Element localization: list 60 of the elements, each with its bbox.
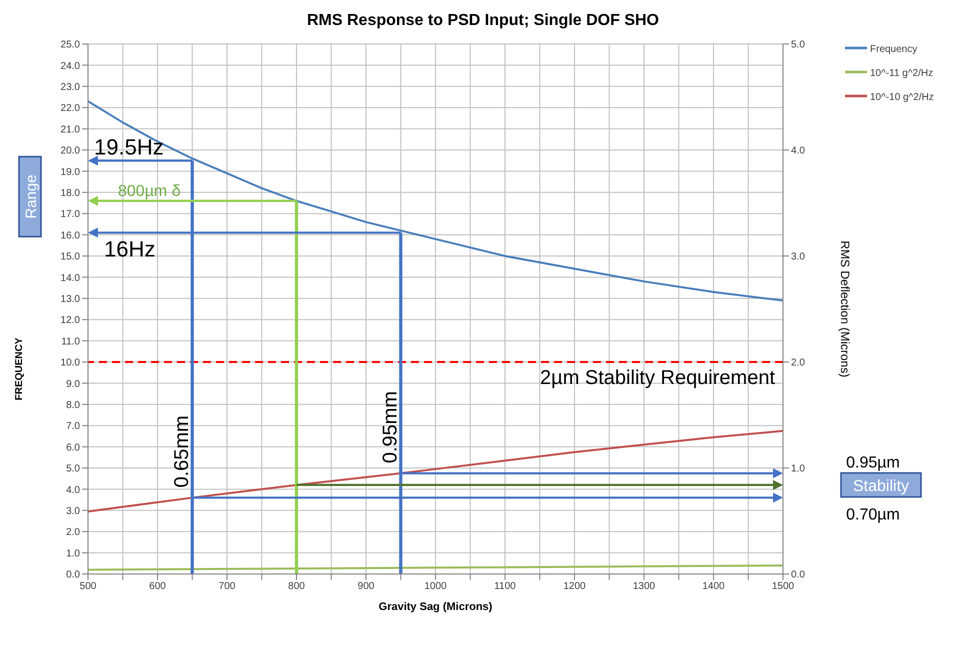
y-tick-label: 8.0 <box>66 400 80 411</box>
annotation: 19.5Hz <box>94 134 164 160</box>
x-tick-label: 1100 <box>494 581 516 592</box>
y-tick-label: 3.0 <box>66 506 80 517</box>
y-tick-label: 14.0 <box>60 272 80 284</box>
y-tick-label: 24.0 <box>60 60 80 72</box>
x-tick-label: 600 <box>149 581 166 592</box>
x-axis-title: Gravity Sag (Microns) <box>378 601 493 613</box>
y-axis-title: FREQUENCY <box>14 337 25 400</box>
y-tick-label: 11.0 <box>61 336 80 348</box>
x-tick-label: 1500 <box>772 581 795 592</box>
y-tick-label: 7.0 <box>66 421 80 432</box>
y-tick-label: 5.0 <box>66 464 80 475</box>
y-tick-label: 23.0 <box>60 82 80 93</box>
x-tick-label: 900 <box>358 581 375 592</box>
y-tick-label: 17.0 <box>60 209 80 220</box>
legend-label: 10^-11 g^2/Hz <box>870 68 934 79</box>
y-tick-label: 2.0 <box>66 527 80 538</box>
y-tick-label: 21.0 <box>60 124 80 136</box>
y-tick-label: 4.0 <box>66 484 80 496</box>
y2-tick-label: 4.0 <box>791 146 806 157</box>
text: 0.70µm <box>846 506 900 524</box>
text: Range <box>23 174 40 219</box>
y-tick-label: 10.0 <box>60 358 80 369</box>
y-tick-label: 18.0 <box>60 188 80 199</box>
text: Stability <box>852 478 910 495</box>
y-tick-label: 9.0 <box>66 378 80 390</box>
annotation: 0.65mm <box>171 415 194 488</box>
y-tick-label: 6.0 <box>66 442 80 454</box>
y2-tick-label: 5.0 <box>791 40 806 51</box>
y-tick-label: 12.0 <box>60 315 80 326</box>
y-tick-label: 15.0 <box>60 252 80 263</box>
legend-label: Frequency <box>870 44 918 55</box>
y2-tick-label: 1.0 <box>791 464 806 475</box>
x-tick-label: 700 <box>218 581 236 592</box>
annotation: 16Hz <box>104 236 156 262</box>
y2-tick-label: 2.0 <box>791 358 806 369</box>
x-tick-label: 500 <box>80 581 97 592</box>
text: 0.95µm <box>846 454 900 472</box>
x-tick-label: 1000 <box>424 581 448 592</box>
legend-label: 10^-10 g^2/Hz <box>870 92 934 103</box>
y2-axis-title: RMS Deflection (Microns) <box>838 240 852 378</box>
annotation: 800µm δ <box>118 182 181 200</box>
y-tick-label: 1.0 <box>66 548 80 560</box>
x-tick-label: 1400 <box>702 581 726 592</box>
y-tick-label: 19.0 <box>60 166 80 178</box>
x-tick-label: 800 <box>288 581 306 592</box>
x-tick-label: 1300 <box>632 581 656 592</box>
y2-tick-label: 3.0 <box>791 252 806 263</box>
y-tick-label: 0.0 <box>66 570 80 581</box>
y-tick-label: 16.0 <box>60 230 80 242</box>
y2-tick-label: 0.0 <box>791 570 806 581</box>
y-tick-label: 22.0 <box>60 103 80 114</box>
x-tick-label: 1200 <box>563 581 586 592</box>
y-tick-label: 20.0 <box>60 146 80 157</box>
chart-title: RMS Response to PSD Input; Single DOF SHO <box>306 11 660 31</box>
y-tick-label: 13.0 <box>60 294 80 305</box>
y-tick-label: 25.0 <box>60 40 80 51</box>
ref-line-label: 2µm Stability Requirement <box>540 367 776 390</box>
annotation: 0.95mm <box>380 391 402 464</box>
